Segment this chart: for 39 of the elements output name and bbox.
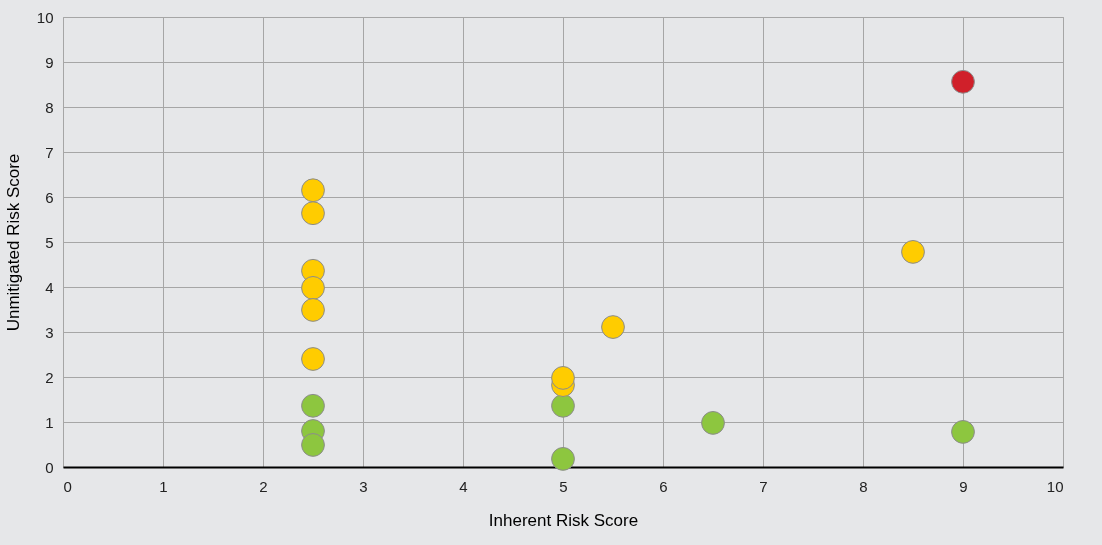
y-tick-label: 4: [45, 278, 54, 296]
x-tick-label: 10: [1046, 477, 1064, 495]
x-tick-label: 4: [459, 477, 468, 495]
x-tick-label: 7: [759, 477, 768, 495]
y-tick-label: 10: [36, 8, 54, 26]
x-tick-label: 1: [159, 477, 168, 495]
x-tick-label: 9: [959, 477, 968, 495]
y-tick-label: 1: [45, 413, 54, 431]
point: [951, 420, 975, 444]
point: [551, 366, 575, 390]
point: [301, 298, 325, 322]
y-axis-title: Unmitigated Risk Score: [3, 153, 23, 332]
y-tick-label: 8: [45, 98, 54, 116]
x-tick-label: 6: [659, 477, 668, 495]
point: [301, 347, 325, 371]
y-tick-label: 7: [45, 143, 54, 161]
point: [551, 393, 575, 418]
point: [601, 315, 625, 339]
x-tick-label: 5: [559, 477, 568, 495]
y-tick-label: 6: [45, 188, 54, 206]
point: [301, 276, 325, 300]
point: [301, 178, 325, 203]
y-tick-label: 5: [45, 233, 54, 251]
y-tick-label: 9: [45, 53, 54, 71]
point: [951, 69, 975, 94]
x-tick-label: 3: [359, 477, 368, 495]
x-tick-label: 2: [259, 477, 268, 495]
point: [301, 433, 325, 457]
y-tick-label: 0: [45, 458, 54, 476]
y-tick-label: 2: [45, 368, 54, 386]
x-axis-title: Inherent Risk Score: [488, 510, 639, 530]
x-tick-label: 8: [859, 477, 868, 495]
point: [551, 447, 575, 471]
point: [701, 411, 725, 435]
y-tick-label: 3: [45, 323, 54, 341]
point: [301, 393, 325, 418]
point: [901, 240, 925, 264]
x-tick-label: 0: [63, 477, 72, 495]
point: [301, 201, 325, 226]
